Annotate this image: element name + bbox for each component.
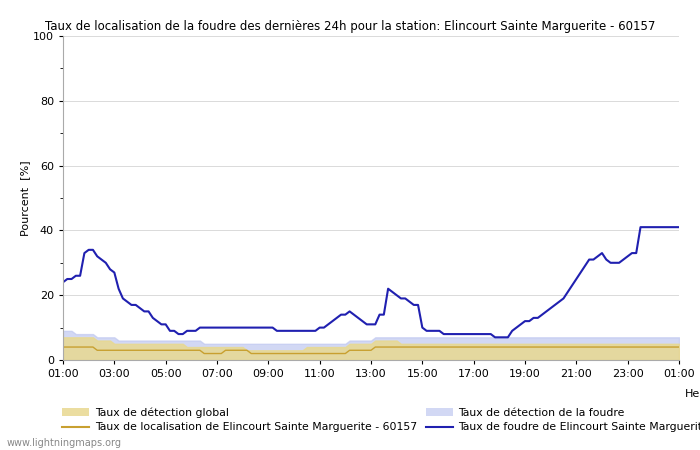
Text: Taux de localisation de la foudre des dernières 24h pour la station: Elincourt S: Taux de localisation de la foudre des de…: [45, 20, 655, 33]
Legend: Taux de détection global, Taux de localisation de Elincourt Sainte Marguerite - : Taux de détection global, Taux de locali…: [62, 408, 700, 432]
Text: Heure: Heure: [685, 389, 700, 399]
Y-axis label: Pourcent  [%]: Pourcent [%]: [20, 160, 30, 236]
Text: www.lightningmaps.org: www.lightningmaps.org: [7, 438, 122, 448]
